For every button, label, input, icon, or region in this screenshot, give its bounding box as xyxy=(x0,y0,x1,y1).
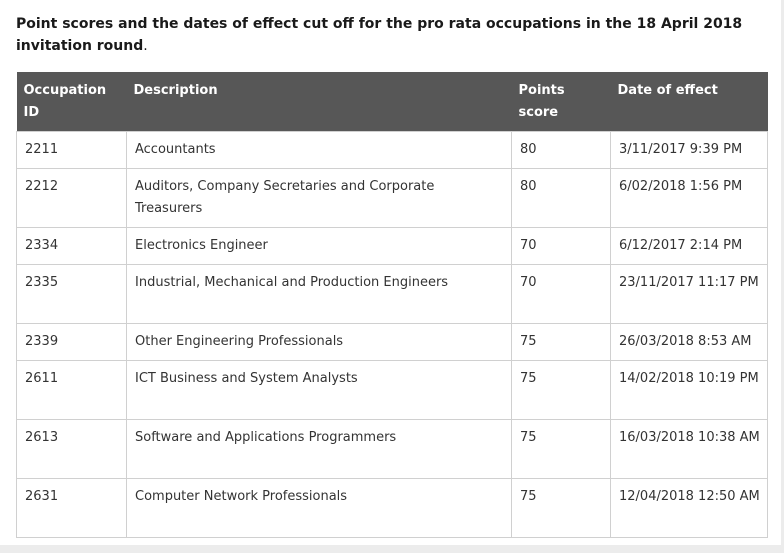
cell-occupation-id: 2339 xyxy=(16,323,127,361)
heading-suffix: . xyxy=(143,38,148,54)
cell-points: 75 xyxy=(511,419,611,479)
cell-occupation-id: 2212 xyxy=(16,168,127,228)
cell-date: 12/04/2018 12:50 AM xyxy=(610,478,768,538)
cell-description: Electronics Engineer xyxy=(126,227,512,265)
table-header: Occupation ID Description Points score D… xyxy=(16,72,768,132)
table-row: 2212 Auditors, Company Secretaries and C… xyxy=(16,168,768,228)
cell-occupation-id: 2334 xyxy=(16,227,127,265)
cell-description: Software and Applications Programmers xyxy=(126,419,512,479)
cell-date: 26/03/2018 8:53 AM xyxy=(610,323,768,361)
cell-description: Other Engineering Professionals xyxy=(126,323,512,361)
cell-occupation-id: 2613 xyxy=(16,419,127,479)
cell-occupation-id: 2211 xyxy=(16,131,127,169)
cell-description: Industrial, Mechanical and Production En… xyxy=(126,264,512,324)
cell-description: Auditors, Company Secretaries and Corpor… xyxy=(126,168,512,228)
table-row: 2631 Computer Network Professionals 75 1… xyxy=(16,478,768,538)
cell-description: Accountants xyxy=(126,131,512,169)
cell-occupation-id: 2631 xyxy=(16,478,127,538)
table-row: 2339 Other Engineering Professionals 75 … xyxy=(16,323,768,361)
table-row: 2611 ICT Business and System Analysts 75… xyxy=(16,360,768,420)
cell-points: 80 xyxy=(511,168,611,228)
cell-date: 6/12/2017 2:14 PM xyxy=(610,227,768,265)
cell-points: 75 xyxy=(511,323,611,361)
cell-points: 70 xyxy=(511,264,611,324)
cell-points: 70 xyxy=(511,227,611,265)
header-points-score: Points score xyxy=(511,72,611,132)
cell-date: 3/11/2017 9:39 PM xyxy=(610,131,768,169)
occupations-table: Occupation ID Description Points score D… xyxy=(16,72,768,538)
header-description: Description xyxy=(126,72,512,132)
cell-date: 6/02/2018 1:56 PM xyxy=(610,168,768,228)
cell-description: ICT Business and System Analysts xyxy=(126,360,512,420)
heading-text: Point scores and the dates of effect cut… xyxy=(16,16,743,54)
cell-points: 75 xyxy=(511,478,611,538)
page-heading: Point scores and the dates of effect cut… xyxy=(16,13,756,57)
cell-date: 23/11/2017 11:17 PM xyxy=(610,264,768,324)
cell-points: 75 xyxy=(511,360,611,420)
header-occupation-id: Occupation ID xyxy=(16,72,127,132)
table-row: 2613 Software and Applications Programme… xyxy=(16,419,768,479)
cell-date: 16/03/2018 10:38 AM xyxy=(610,419,768,479)
cell-date: 14/02/2018 10:19 PM xyxy=(610,360,768,420)
cell-occupation-id: 2611 xyxy=(16,360,127,420)
header-date-of-effect: Date of effect xyxy=(610,72,768,132)
cell-occupation-id: 2335 xyxy=(16,264,127,324)
table-body: 2211 Accountants 80 3/11/2017 9:39 PM 22… xyxy=(16,131,768,538)
cell-description: Computer Network Professionals xyxy=(126,478,512,538)
table-row: 2211 Accountants 80 3/11/2017 9:39 PM xyxy=(16,131,768,169)
cell-points: 80 xyxy=(511,131,611,169)
table-row: 2335 Industrial, Mechanical and Producti… xyxy=(16,264,768,324)
table-row: 2334 Electronics Engineer 70 6/12/2017 2… xyxy=(16,227,768,265)
